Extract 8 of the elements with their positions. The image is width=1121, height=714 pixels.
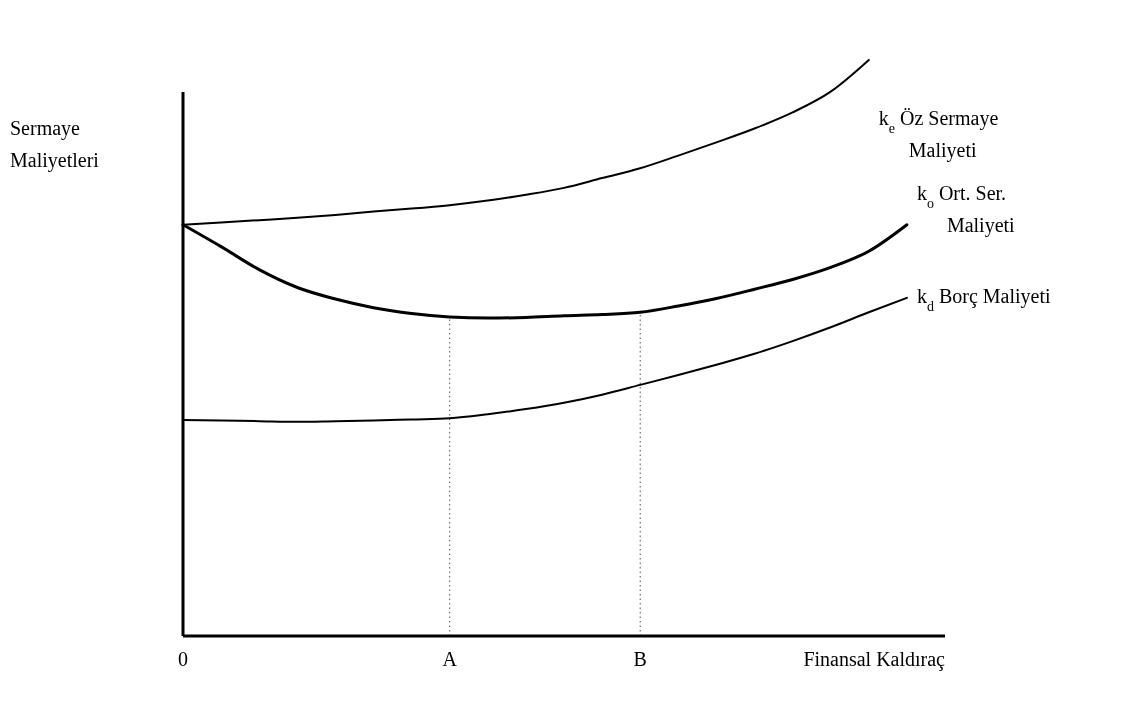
series-label: k$_{d}$ Borç Maliyeti bbox=[916, 284, 1051, 314]
x-tick-label: A bbox=[442, 648, 458, 670]
series-label: k$_{o}$ Ort. Ser. Maliyeti bbox=[916, 181, 1016, 237]
text: k$_{e}$ Öz Sermaye Maliyeti bbox=[878, 107, 999, 162]
x-axis-title: Finansal Kaldıraç bbox=[803, 648, 946, 671]
y-axis-title: Sermaye Maliyetleri bbox=[10, 117, 100, 172]
x-tick-label: 0 bbox=[178, 648, 188, 670]
x-tick-label: B bbox=[633, 648, 647, 670]
